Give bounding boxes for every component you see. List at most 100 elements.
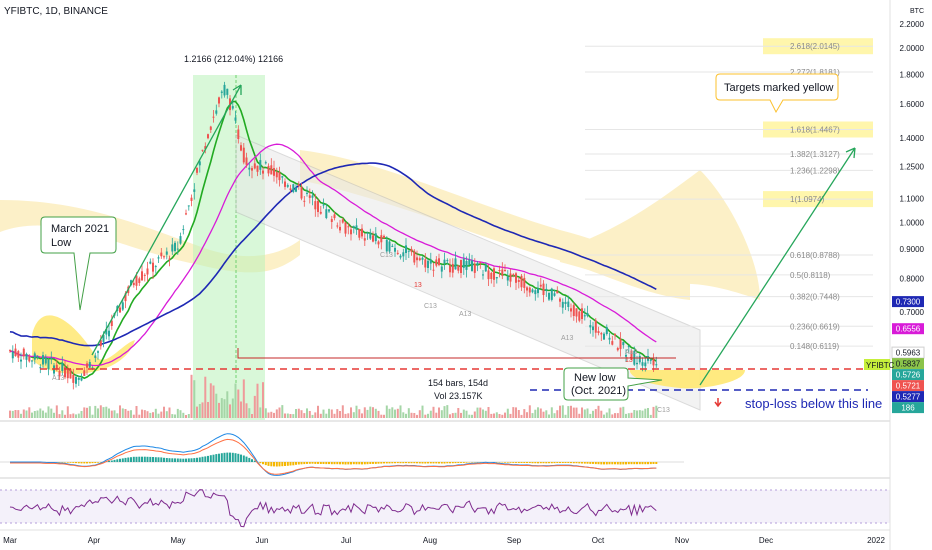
macd-hist-bar (336, 462, 339, 465)
volume-bar (550, 407, 553, 418)
candle-body (655, 364, 658, 366)
macd-hist-bar (130, 457, 132, 462)
candle-body (451, 263, 454, 273)
candle-body (350, 229, 352, 235)
macd-hist-bar (394, 462, 396, 464)
macd-hist-bar (303, 462, 306, 465)
measure-highlight (193, 75, 265, 420)
candle-body (14, 348, 17, 357)
macd-hist-bar (273, 462, 275, 467)
candle-body (627, 345, 630, 348)
volume-bar (534, 409, 537, 418)
volume-bar (300, 410, 303, 418)
volume-bar (438, 407, 440, 418)
y-tick-label: 1.2500 (900, 162, 925, 171)
macd-hist-bar (399, 462, 402, 464)
macd-hist-bar (176, 458, 179, 462)
volume-bar (220, 398, 223, 418)
volume-bar (369, 406, 372, 418)
marker-label: C13 (380, 252, 393, 259)
candle-body (556, 291, 559, 294)
candle-body (512, 274, 515, 276)
candle-body (248, 167, 251, 170)
volume-bar (17, 410, 20, 418)
candle-body (578, 311, 581, 321)
candle-body (407, 250, 410, 252)
candle-body (383, 235, 385, 238)
volume-bar (528, 405, 531, 418)
volume-bar (652, 406, 655, 418)
volume-bar (152, 412, 154, 418)
candle-body (141, 271, 143, 281)
candle-body (231, 106, 234, 109)
volume-bar (399, 405, 402, 418)
fib-level-label: 1(1.0974) (790, 195, 825, 204)
price-tag (892, 369, 924, 381)
candle-body (432, 269, 435, 271)
macd-hist-bar (528, 462, 531, 463)
volume-bar (113, 410, 116, 418)
marker-label: A13 (459, 311, 472, 318)
candle-body (289, 188, 292, 191)
candle-body (83, 370, 86, 376)
candle-body (515, 273, 517, 283)
macd-hist-bar (556, 462, 559, 463)
volume-bar (449, 414, 451, 418)
x-tick-label: Apr (88, 536, 101, 545)
x-tick-label: May (170, 536, 185, 545)
candle-body (380, 235, 383, 243)
volume-bar (165, 411, 168, 418)
symbol-tag: YFIBTC (864, 359, 895, 370)
volume-bar (102, 407, 105, 418)
macd-hist-bar (644, 462, 647, 465)
macd-hist-bar (234, 453, 237, 462)
volume-bar (416, 414, 418, 418)
macd-hist-bar (413, 462, 416, 464)
macd-hist-bar (578, 462, 581, 464)
y-tick-label: 0.7000 (900, 308, 925, 317)
volume-bar (121, 408, 124, 418)
macd-hist-bar (344, 462, 347, 465)
macd-hist-bar (223, 452, 226, 462)
macd-hist-bar (295, 462, 297, 465)
macd-hist-bar (135, 456, 138, 462)
x-tick-label: Aug (423, 536, 437, 545)
volume-bar (638, 410, 641, 418)
volume-bar (64, 414, 66, 418)
candle-body (498, 270, 501, 271)
candle-body (443, 259, 446, 264)
new-low-line1: New low (574, 372, 616, 384)
volume-bar (339, 411, 341, 418)
volume-bar (633, 410, 636, 418)
marker-label: A13 (625, 349, 638, 356)
volume-bar (317, 405, 319, 418)
volume-bar (292, 414, 295, 418)
volume-bar (66, 406, 69, 418)
y-tick-label: 1.6000 (900, 100, 925, 109)
candle-body (446, 260, 449, 262)
volume-bar (589, 413, 592, 418)
volume-bar (31, 412, 33, 418)
volume-bar (185, 415, 187, 418)
macd-hist-bar (204, 456, 207, 462)
volume-bar (245, 403, 248, 418)
macd-hist-bar (218, 453, 220, 462)
candle-body (36, 356, 39, 358)
macd-hist-bar (358, 462, 361, 465)
macd-hist-bar (325, 462, 328, 465)
macd-hist-bar (179, 458, 182, 462)
down-arrow-icon (714, 398, 722, 408)
candle-body (366, 232, 369, 234)
macd-hist-bar (187, 458, 190, 462)
volume-bar (647, 408, 649, 418)
macd-hist-bar (333, 462, 336, 465)
macd-hist-bar (322, 462, 325, 464)
macd-hist-bar (149, 456, 152, 462)
candle-body (31, 360, 33, 362)
macd-hist-bar (605, 462, 608, 465)
macd-hist-bar (281, 462, 284, 467)
price-scale[interactable] (890, 0, 932, 550)
macd-hist-bar (328, 462, 330, 465)
y-tick-label: 0.8000 (900, 275, 925, 284)
